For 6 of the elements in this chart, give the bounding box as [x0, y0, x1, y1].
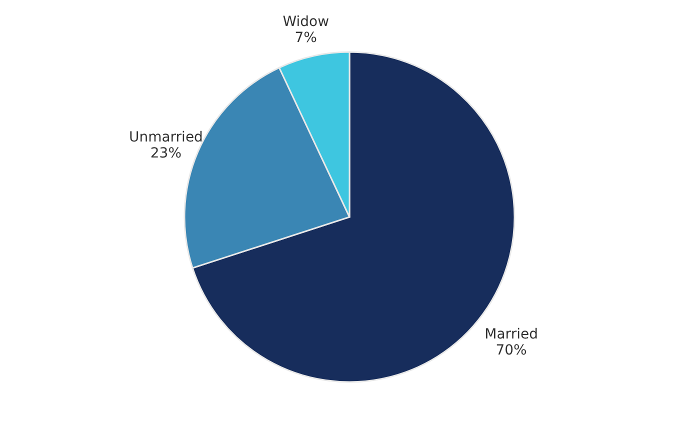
data-label: 7% [294, 30, 317, 46]
data-label: 70% [496, 342, 527, 359]
slice-label: Married [484, 326, 538, 343]
data-label: 23% [150, 146, 182, 162]
slice-label: Widow [282, 14, 330, 30]
slice-label: Unmarried [128, 130, 203, 146]
